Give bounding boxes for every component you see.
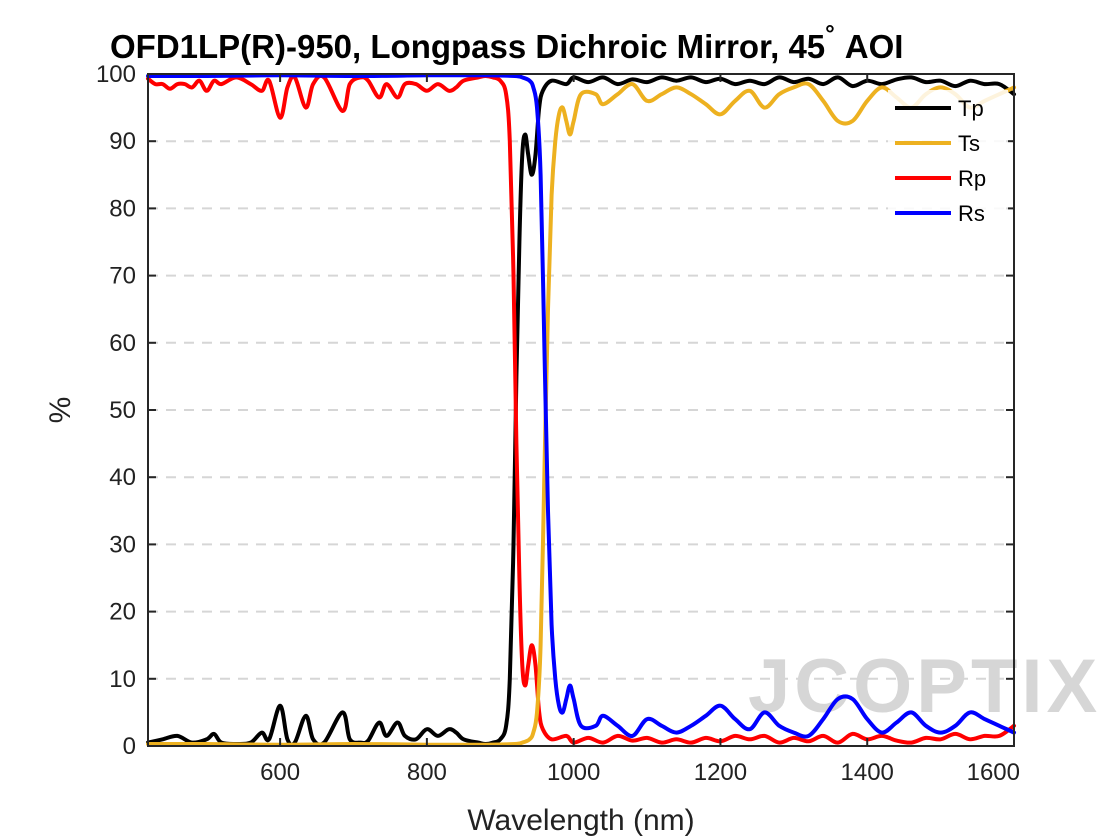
x-tick-label-1200: 1200 xyxy=(694,759,747,786)
legend-box xyxy=(888,90,1008,232)
y-tick-label-70: 70 xyxy=(109,263,136,290)
y-tick-label-80: 80 xyxy=(109,195,136,222)
watermark: JCOPTIX xyxy=(748,644,1101,729)
chart-title: OFD1LP(R)-950, Longpass Dichroic Mirror,… xyxy=(110,21,903,65)
y-tick-label-40: 40 xyxy=(109,464,136,491)
x-tick-label-1000: 1000 xyxy=(547,759,600,786)
gridlines xyxy=(148,140,1014,680)
y-tick-label-20: 20 xyxy=(109,599,136,626)
y-axis-label: % xyxy=(44,397,77,424)
y-tick-label-50: 50 xyxy=(109,397,136,424)
plot-area xyxy=(146,73,1016,747)
series-line-ts xyxy=(146,81,1016,747)
x-tick-label-1400: 1400 xyxy=(841,759,894,786)
series-line-rs xyxy=(146,73,1016,739)
legend-label-rp: Rp xyxy=(958,166,986,191)
chart-title-main: OFD1LP(R)-950, Longpass Dichroic Mirror,… xyxy=(110,28,825,65)
legend-label-rs: Rs xyxy=(958,201,985,226)
y-tick-label-30: 30 xyxy=(109,531,136,558)
series-line-rp xyxy=(146,73,1016,745)
series-line-tp xyxy=(146,75,1016,747)
y-tick-label-90: 90 xyxy=(109,128,136,155)
x-tick-label-800: 800 xyxy=(407,759,447,786)
axis-ticks: 0 10 20 30 40 50 60 70 80 90 100 600 800 1000 1200 1400… xyxy=(96,61,1020,786)
x-tick-label-1600: 1600 xyxy=(967,759,1020,786)
x-axis-label: Wavelength (nm) xyxy=(467,804,694,837)
y-tick-label-10: 10 xyxy=(109,666,136,693)
y-tick-label-60: 60 xyxy=(109,330,136,357)
chart-title-suffix: AOI xyxy=(845,28,904,65)
legend-label-ts: Ts xyxy=(958,131,980,156)
chart-title-degree: ° xyxy=(825,21,835,48)
y-tick-label-0: 0 xyxy=(123,733,136,760)
y-tick-label-100: 100 xyxy=(96,61,136,88)
legend-label-tp: Tp xyxy=(958,96,984,121)
legend: Tp Ts Rp Rs xyxy=(888,90,1008,232)
x-tick-label-600: 600 xyxy=(260,759,300,786)
